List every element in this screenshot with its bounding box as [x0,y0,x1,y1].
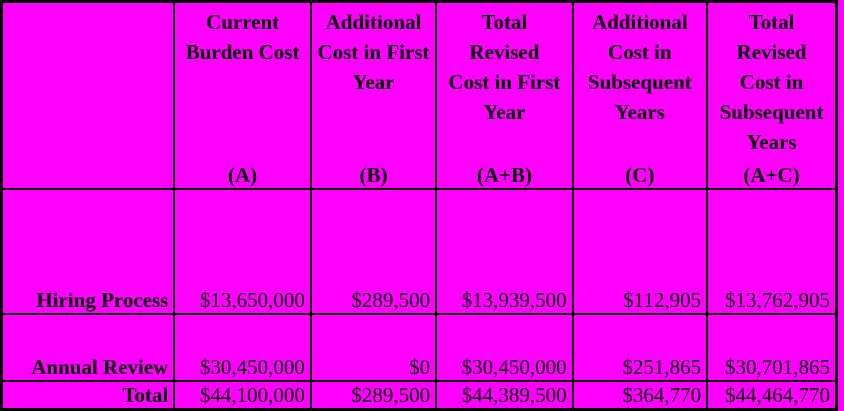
table-row-hiring-process: Hiring Process $13,650,000 $289,500 $13,… [0,188,838,315]
value-cell: $30,450,000 [435,313,574,382]
value-cell: $30,701,865 [706,313,838,382]
column-key-label: (A+C) [743,163,800,187]
table-row-annual-review: Annual Review $30,450,000 $0 $30,450,000… [0,313,838,382]
header-title-line: Cost in First [448,70,561,94]
header-additional-cost-subsequent-years: Additional Cost in Subsequent Years (C) [571,0,709,190]
header-title-line: Year [352,70,395,94]
column-key-label: (C) [625,163,655,187]
value-cell: $364,770 [571,380,709,411]
value-cell: $0 [309,313,438,382]
column-key-label: (A) [228,163,258,187]
header-title-line: Total [481,10,528,34]
header-title-line: Subsequent [587,70,692,94]
header-title-line: Subsequent [719,100,824,124]
header-additional-cost-first-year: Additional Cost in First Year (B) [309,0,438,190]
value-cell: $251,865 [571,313,709,382]
header-title-line: Total [748,10,795,34]
header-title-line: Years [746,130,797,154]
column-key-label: (B) [359,163,388,187]
value-cell: $44,464,770 [706,380,838,411]
header-title-line: Revised [736,40,807,64]
header-title-line: Additional [325,10,422,34]
row-label-hiring-process: Hiring Process [0,188,176,315]
value-cell: $13,939,500 [435,188,574,315]
header-current-burden-cost: Current Burden Cost (A) [173,0,312,190]
table-row-total: Total $44,100,000 $289,500 $44,389,500 $… [0,380,838,411]
row-label-annual-review: Annual Review [0,313,176,382]
header-total-revised-cost-subsequent-years: Total Revised Cost in Subsequent Years (… [706,0,838,190]
value-cell: $289,500 [309,380,438,411]
header-title-line: Current [206,10,280,34]
header-title-line: Cost in [608,40,672,64]
column-key-label: (A+B) [476,163,532,187]
value-cell: $289,500 [309,188,438,315]
header-title-line: Revised [469,40,540,64]
header-title-line: Years [614,100,665,124]
value-cell: $30,450,000 [173,313,312,382]
header-title-line: Cost in [739,70,804,94]
header-title-line: Additional [592,10,688,34]
header-total-revised-cost-first-year: Total Revised Cost in First Year (A+B) [435,0,574,190]
value-cell: $44,389,500 [435,380,574,411]
header-row: Current Burden Cost (A) Additional Cost … [0,0,838,190]
value-cell: $13,762,905 [706,188,838,315]
header-title-line: Year [483,100,526,124]
header-title-line: Burden Cost [185,40,300,64]
corner-header-cell [0,0,176,190]
header-title-line: Cost in First [317,40,430,64]
value-cell: $112,905 [571,188,709,315]
value-cell: $44,100,000 [173,380,312,411]
value-cell: $13,650,000 [173,188,312,315]
row-label-total: Total [0,380,176,411]
